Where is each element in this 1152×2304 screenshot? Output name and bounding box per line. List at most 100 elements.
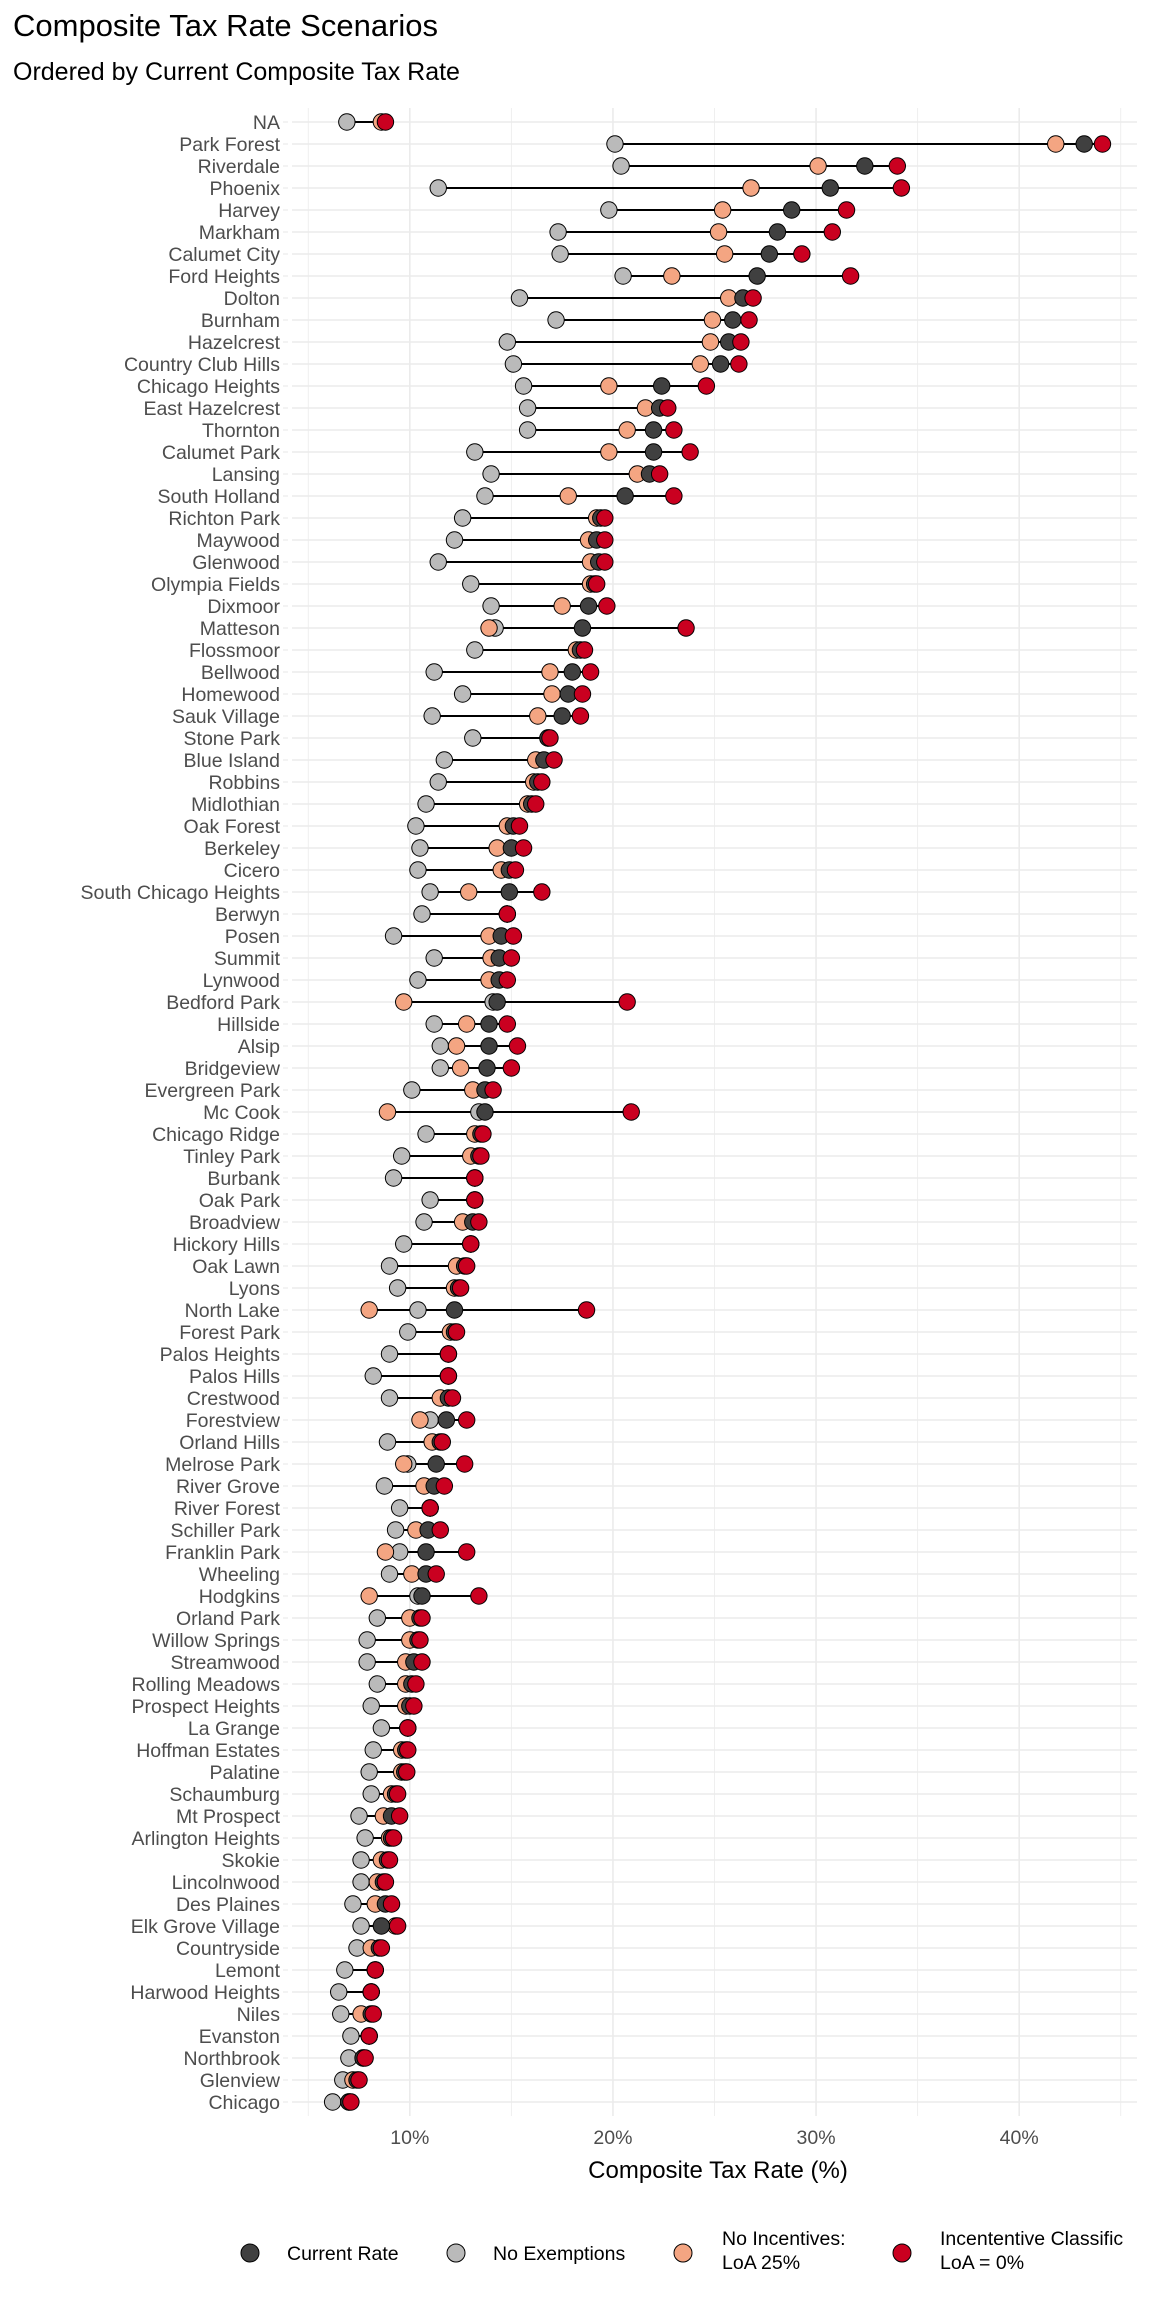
point-no-exemptions bbox=[462, 575, 480, 593]
y-tick-label: Forestview bbox=[186, 1410, 281, 1432]
point-incentive-classification bbox=[575, 641, 594, 659]
y-tick-label: Calumet Park bbox=[162, 442, 280, 464]
point-incentive-classification bbox=[399, 1741, 417, 1759]
point-current bbox=[480, 1037, 498, 1055]
legend-key-no-exemptions bbox=[446, 2243, 466, 2263]
x-tick-label: 40% bbox=[1000, 2127, 1039, 2149]
point-incentive-classification bbox=[545, 751, 563, 769]
y-tick-label: Burbank bbox=[207, 1168, 280, 1190]
y-tick-label: East Hazelcrest bbox=[143, 398, 280, 420]
point-no-incentives bbox=[480, 619, 498, 637]
point-incentive-classification bbox=[892, 179, 911, 197]
point-current bbox=[437, 1411, 456, 1429]
point-no-exemptions bbox=[338, 113, 356, 131]
y-tick-label: Sauk Village bbox=[172, 706, 280, 728]
y-tick-label: River Grove bbox=[176, 1476, 280, 1498]
y-tick-label: Tinley Park bbox=[183, 1146, 280, 1168]
point-no-exemptions bbox=[356, 1829, 374, 1847]
y-tick-label: Burnham bbox=[201, 310, 280, 332]
y-tick-label: Lansing bbox=[212, 464, 280, 486]
point-no-exemptions bbox=[368, 1609, 387, 1627]
y-tick-label: Markham bbox=[199, 222, 280, 244]
chart-title: Composite Tax Rate Scenarios bbox=[13, 8, 439, 43]
point-incentive-classification bbox=[596, 531, 614, 549]
y-tick-label: Hillside bbox=[217, 1014, 280, 1036]
point-no-exemptions bbox=[600, 201, 618, 219]
point-incentive-classification bbox=[407, 1675, 425, 1693]
point-no-exemptions bbox=[375, 1477, 394, 1495]
point-incentive-classification bbox=[618, 993, 636, 1011]
y-tick-label: La Grange bbox=[188, 1718, 280, 1740]
point-no-exemptions bbox=[360, 1763, 378, 1781]
point-no-exemptions bbox=[388, 1279, 407, 1297]
y-tick-label: Lincolnwood bbox=[172, 1872, 280, 1894]
point-incentive-classification bbox=[470, 1213, 488, 1231]
point-incentive-classification bbox=[342, 2093, 360, 2111]
y-tick-label: Hoffman Estates bbox=[136, 1740, 280, 1762]
point-incentive-classification bbox=[405, 1697, 423, 1715]
point-no-incentives bbox=[553, 597, 571, 615]
y-tick-label: Richton Park bbox=[168, 508, 280, 530]
y-tick-label: Hodgkins bbox=[199, 1586, 281, 1608]
y-tick-label: Oak Forest bbox=[184, 816, 281, 838]
point-current bbox=[500, 883, 519, 901]
point-incentive-classification bbox=[474, 1125, 492, 1143]
y-tick-label: Arlington Heights bbox=[132, 1828, 281, 1850]
point-no-exemptions bbox=[429, 553, 447, 571]
y-tick-label: Glenview bbox=[200, 2070, 281, 2092]
point-current bbox=[724, 311, 742, 329]
point-no-incentives bbox=[1047, 135, 1065, 153]
point-incentive-classification bbox=[390, 1807, 409, 1825]
point-no-exemptions bbox=[518, 399, 537, 417]
y-tick-label: Mt Prospect bbox=[176, 1806, 281, 1828]
point-no-exemptions bbox=[614, 267, 632, 285]
point-no-incentives bbox=[742, 179, 760, 197]
point-no-exemptions bbox=[606, 135, 624, 153]
y-tick-label: Calumet City bbox=[168, 244, 280, 266]
point-no-exemptions bbox=[378, 1433, 397, 1451]
y-tick-label: Ford Heights bbox=[168, 266, 280, 288]
point-no-exemptions bbox=[429, 773, 447, 791]
y-tick-label: Skokie bbox=[221, 1850, 280, 1872]
y-tick-label: Evergreen Park bbox=[145, 1080, 281, 1102]
point-incentive-classification bbox=[508, 1037, 527, 1055]
y-tick-label: Dixmoor bbox=[207, 596, 280, 618]
point-no-incentives bbox=[541, 663, 559, 681]
point-incentive-classification bbox=[413, 1653, 431, 1671]
point-no-exemptions bbox=[330, 1983, 348, 2001]
point-incentive-classification bbox=[841, 267, 860, 285]
point-no-incentives bbox=[447, 1037, 466, 1055]
point-no-incentives bbox=[451, 1059, 470, 1077]
y-tick-label: Homewood bbox=[181, 684, 280, 706]
point-incentive-classification bbox=[462, 1235, 480, 1253]
y-tick-label: Forest Park bbox=[179, 1322, 280, 1344]
point-incentive-classification bbox=[427, 1565, 445, 1583]
point-no-exemptions bbox=[384, 1169, 403, 1187]
y-tick-label: Countryside bbox=[176, 1938, 280, 1960]
point-no-exemptions bbox=[421, 883, 439, 901]
point-no-exemptions bbox=[395, 1235, 413, 1253]
point-no-exemptions bbox=[429, 179, 447, 197]
point-incentive-classification bbox=[360, 2027, 378, 2045]
point-no-exemptions bbox=[482, 465, 500, 483]
point-incentive-classification bbox=[372, 1939, 391, 1957]
point-current bbox=[616, 487, 634, 505]
point-no-exemptions bbox=[350, 1807, 368, 1825]
point-no-exemptions bbox=[415, 1213, 433, 1231]
point-no-exemptions bbox=[380, 1257, 399, 1275]
point-no-incentives bbox=[360, 1587, 378, 1605]
point-incentive-classification bbox=[484, 1081, 502, 1099]
point-incentive-classification bbox=[587, 575, 606, 593]
point-no-exemptions bbox=[476, 487, 494, 505]
data-points bbox=[323, 113, 1112, 2111]
point-no-incentives bbox=[529, 707, 547, 725]
point-incentive-classification bbox=[382, 1895, 401, 1913]
y-tick-label: Stone Park bbox=[184, 728, 281, 750]
point-incentive-classification bbox=[596, 553, 614, 571]
y-tick-label: Oak Lawn bbox=[192, 1256, 280, 1278]
point-no-incentives bbox=[663, 267, 681, 285]
point-current bbox=[644, 421, 663, 439]
legend-label: Incententive Classific bbox=[940, 2228, 1123, 2250]
point-no-exemptions bbox=[612, 157, 630, 175]
